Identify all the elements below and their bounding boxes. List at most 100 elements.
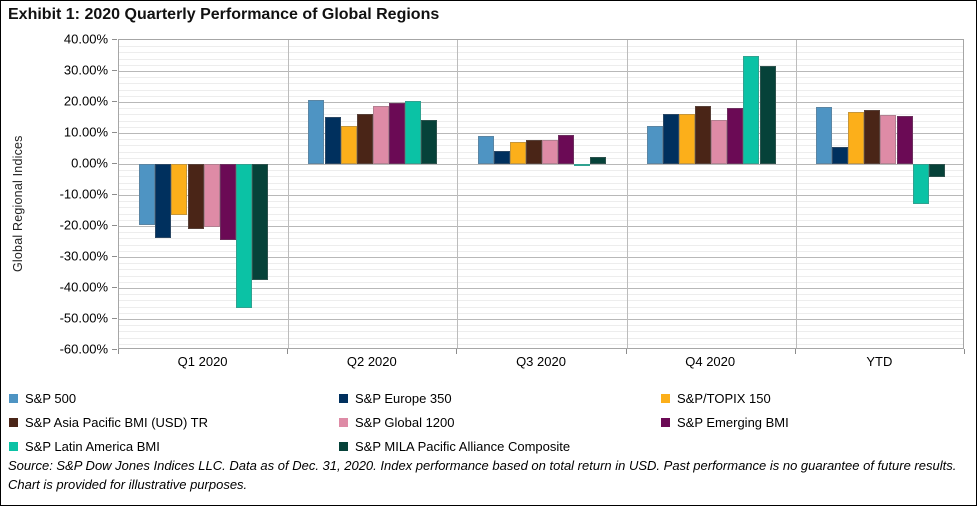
minor-gridline xyxy=(119,52,963,54)
legend-item: S&P Global 1200 xyxy=(339,415,661,430)
legend-item: S&P Europe 350 xyxy=(339,391,661,406)
category-separator xyxy=(627,40,628,348)
category-separator xyxy=(288,40,289,348)
minor-gridline xyxy=(119,219,963,221)
bar-s-p-asia-pacific-bmi-usd-tr xyxy=(187,164,204,230)
y-tick-mark xyxy=(112,39,117,40)
x-axis-label: YTD xyxy=(866,354,893,369)
minor-gridline xyxy=(119,213,963,215)
minor-gridline xyxy=(119,331,963,333)
legend-swatch xyxy=(9,417,18,427)
minor-gridline xyxy=(119,201,963,203)
y-tick-mark xyxy=(112,318,117,319)
bar-s-p-emerging-bmi xyxy=(896,115,913,164)
y-tick-mark xyxy=(112,194,117,195)
bar-s-p-europe-350 xyxy=(155,164,172,238)
bar-s-p-asia-pacific-bmi-usd-tr xyxy=(695,105,712,164)
y-tick-mark xyxy=(112,256,117,257)
bar-s-p-global-1200 xyxy=(711,120,728,164)
minor-gridline xyxy=(119,337,963,339)
minor-gridline xyxy=(119,95,963,97)
major-gridline xyxy=(119,226,963,227)
y-tick-mark xyxy=(112,225,117,226)
bar-s-p-europe-350 xyxy=(493,151,510,164)
major-gridline xyxy=(119,257,963,258)
minor-gridline xyxy=(119,325,963,327)
minor-gridline xyxy=(119,108,963,110)
legend: S&P 500 S&P Europe 350 S&P/TOPIX 150 S&P As… xyxy=(9,386,971,458)
minor-gridline xyxy=(119,250,963,252)
major-gridline xyxy=(119,288,963,289)
bar-s-p-500 xyxy=(646,126,663,164)
minor-gridline xyxy=(119,89,963,91)
minor-gridline xyxy=(119,238,963,240)
minor-gridline xyxy=(119,114,963,116)
bar-s-p-500 xyxy=(139,164,156,225)
x-tick-mark xyxy=(626,349,627,354)
legend-label: S&P Europe 350 xyxy=(355,390,452,406)
bar-s-p-asia-pacific-bmi-usd-tr xyxy=(356,113,373,164)
bar-s-p-topix-150 xyxy=(509,141,526,164)
bar-s-p-mila-pacific-alliance-composite xyxy=(590,157,607,164)
x-tick-mark xyxy=(795,349,796,354)
minor-gridline xyxy=(119,312,963,314)
legend-label: S&P Emerging BMI xyxy=(677,414,789,430)
minor-gridline xyxy=(119,269,963,271)
bar-s-p-mila-pacific-alliance-composite xyxy=(759,66,776,164)
bar-s-p-mila-pacific-alliance-composite xyxy=(251,164,268,281)
minor-gridline xyxy=(119,120,963,122)
legend-label: S&P MILA Pacific Alliance Composite xyxy=(355,438,571,454)
legend-label: S&P Latin America BMI xyxy=(25,438,160,454)
y-tick-mark xyxy=(112,349,117,350)
minor-gridline xyxy=(119,188,963,190)
minor-gridline xyxy=(119,170,963,172)
legend-label: S&P 500 xyxy=(25,390,77,406)
minor-gridline xyxy=(119,232,963,234)
minor-gridline xyxy=(119,46,963,48)
bar-s-p-latin-america-bmi xyxy=(405,101,422,164)
major-gridline xyxy=(119,319,963,320)
y-axis-title: Global Regional Indices xyxy=(11,135,25,273)
major-gridline xyxy=(119,102,963,103)
legend-item: S&P Asia Pacific BMI (USD) TR xyxy=(9,415,339,430)
legend-swatch xyxy=(9,393,18,403)
x-tick-mark xyxy=(287,349,288,354)
legend-swatch xyxy=(661,393,670,403)
plot-area xyxy=(118,39,964,349)
legend-label: S&P/TOPIX 150 xyxy=(677,390,771,406)
bar-s-p-mila-pacific-alliance-composite xyxy=(421,120,438,164)
bar-s-p-500 xyxy=(816,106,833,164)
minor-gridline xyxy=(119,176,963,178)
minor-gridline xyxy=(119,300,963,302)
minor-gridline xyxy=(119,83,963,85)
bar-s-p-500 xyxy=(308,100,325,164)
minor-gridline xyxy=(119,263,963,265)
legend-swatch xyxy=(339,417,348,427)
bar-s-p-emerging-bmi xyxy=(219,164,236,241)
minor-gridline xyxy=(119,275,963,277)
major-gridline xyxy=(119,164,963,165)
minor-gridline xyxy=(119,244,963,246)
minor-gridline xyxy=(119,343,963,345)
bar-s-p-asia-pacific-bmi-usd-tr xyxy=(525,139,542,164)
minor-gridline xyxy=(119,139,963,141)
x-axis-label: Q3 2020 xyxy=(516,354,566,369)
x-axis-label: Q1 2020 xyxy=(177,354,228,369)
legend-item: S&P Emerging BMI xyxy=(661,415,971,430)
y-tick-label: 20.00% xyxy=(63,93,108,109)
bar-s-p-topix-150 xyxy=(848,111,865,164)
major-gridline xyxy=(119,71,963,72)
bar-s-p-global-1200 xyxy=(542,140,559,164)
y-tick-mark xyxy=(112,132,117,133)
bar-s-p-europe-350 xyxy=(324,117,341,164)
bar-s-p-global-1200 xyxy=(372,105,389,164)
legend-swatch xyxy=(339,441,348,451)
bar-s-p-topix-150 xyxy=(679,114,696,164)
minor-gridline xyxy=(119,207,963,209)
minor-gridline xyxy=(119,77,963,79)
y-tick-label: 30.00% xyxy=(63,62,108,78)
minor-gridline xyxy=(119,281,963,283)
chart-title: Exhibit 1: 2020 Quarterly Performance of… xyxy=(8,6,440,23)
legend-item: S&P 500 xyxy=(9,391,339,406)
